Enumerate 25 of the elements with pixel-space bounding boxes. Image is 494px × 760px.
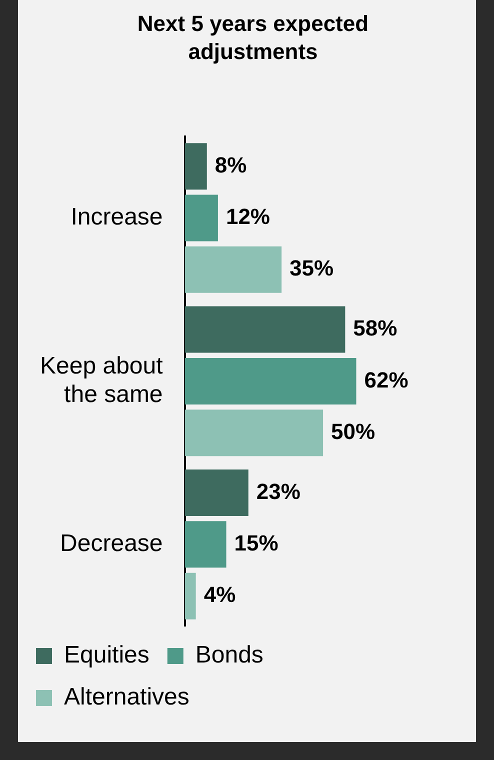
data-label: 8% bbox=[214, 152, 247, 178]
data-label: 35% bbox=[290, 256, 334, 281]
data-label: 50% bbox=[331, 418, 376, 444]
bar bbox=[184, 469, 248, 516]
legend-label: Equities bbox=[64, 642, 150, 669]
bar bbox=[184, 306, 346, 353]
y-tick-label: Increase bbox=[70, 204, 163, 231]
data-label: 4% bbox=[204, 582, 236, 608]
bar bbox=[184, 521, 226, 568]
legend-label: Alternatives bbox=[64, 684, 190, 711]
data-label: 58% bbox=[353, 316, 398, 341]
chart-title: Next 5 years expected adjustments bbox=[136, 10, 370, 66]
bar bbox=[184, 246, 282, 293]
legend-label: Bonds bbox=[195, 642, 264, 669]
bar bbox=[184, 410, 324, 456]
bar bbox=[184, 572, 196, 620]
y-tick-label: Keep about the same bbox=[40, 352, 164, 408]
data-label: 12% bbox=[226, 204, 270, 230]
bar bbox=[184, 194, 218, 242]
data-label: 23% bbox=[256, 478, 300, 504]
bar bbox=[184, 358, 356, 404]
data-label: 15% bbox=[234, 530, 278, 556]
data-label: 62% bbox=[364, 367, 408, 392]
y-tick-label: Decrease bbox=[60, 530, 163, 558]
bar bbox=[184, 143, 207, 190]
